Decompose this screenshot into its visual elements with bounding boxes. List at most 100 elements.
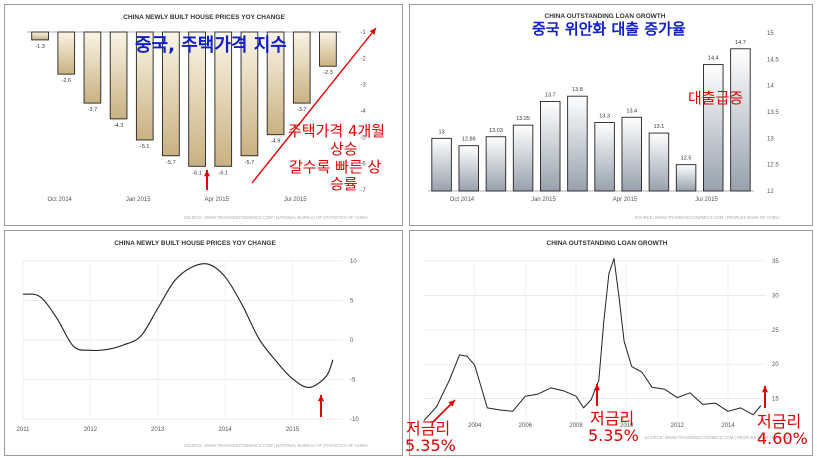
loan-growth-bar-panel: CHINA OUTSTANDING LOAN GROWTH 15 14.5 14 13.… [409, 4, 813, 226]
y-tick-label: -2 [360, 56, 366, 62]
y-tick-label: -5 [350, 378, 356, 384]
bar [431, 137, 452, 192]
bar-data-label: 13.1 [654, 124, 665, 130]
bar-data-label: 13.7 [545, 92, 556, 98]
loan-growth-bar-chart: CHINA OUTSTANDING LOAN GROWTH 15 14.5 14 13.… [428, 13, 781, 220]
y-tick-label: 30 [772, 293, 779, 299]
bar-data-label: -5.7 [166, 160, 175, 166]
y-tick-label: -3 [360, 83, 366, 89]
y-tick-label: 13.5 [767, 110, 779, 116]
house-prices-bar-panel: CHINA NEWLY BUILT HOUSE PRICES YOY CHANG… [4, 4, 403, 226]
bar [240, 31, 259, 157]
x-tick-label: 2015 [286, 427, 300, 433]
x-tick-label: 2012 [84, 427, 98, 433]
bar [292, 31, 311, 104]
x-tick-label: Oct 2014 [48, 197, 73, 203]
source-label: SOURCE: WWW.TRADINGECONOMICS.COM | NATIO… [184, 215, 368, 220]
low-rate-annotation-2-line-1: 저금리 [590, 409, 635, 428]
y-tick-label: -1 [360, 30, 366, 36]
bar-data-label: -6.1 [192, 170, 201, 176]
bar [512, 124, 534, 192]
bar-data-label: -5.1 [140, 144, 149, 150]
x-tick-label: 2014 [218, 427, 232, 433]
loan-growth-line-panel: CHINA OUTSTANDING LOAN GROWTH 35 30 25 20 15 2… [409, 230, 813, 456]
chart-title: CHINA NEWLY BUILT HOUSE PRICES YOY CHANG… [123, 14, 285, 21]
y-tick-label: 12 [767, 189, 774, 195]
bar [594, 122, 615, 192]
bar [31, 31, 49, 41]
bar [485, 136, 507, 192]
low-rate-annotation-2-line-2: 5.35% [588, 426, 639, 445]
y-tick-label: 13 [767, 136, 774, 142]
y-tick-label: 10 [350, 259, 357, 265]
chart-title: CHINA OUTSTANDING LOAN GROWTH [545, 13, 666, 20]
bar-data-label: 13.8 [572, 87, 583, 93]
x-tick-label: 2004 [468, 423, 482, 429]
low-point-arrow-head [317, 395, 325, 402]
y-tick-label: 20 [772, 362, 779, 368]
y-tick-label: 12.5 [767, 163, 779, 169]
bar-data-label: -3.7 [297, 107, 306, 113]
y-tick-label: 14.5 [767, 57, 779, 63]
bar [266, 31, 285, 136]
loan-growth-line-chart: CHINA OUTSTANDING LOAN GROWTH 35 30 25 20 15 2… [423, 240, 790, 440]
y-tick-label: -4 [360, 109, 366, 115]
loan-growth-annotation: 중국 위안화 대출 증가율 [532, 20, 686, 38]
y-tick-label: 5 [350, 299, 354, 305]
bar-data-label: 13.3 [599, 114, 610, 120]
bar [83, 31, 102, 104]
bar-data-label: 13.25 [516, 116, 530, 122]
bar-data-label: 13 [439, 129, 445, 135]
x-tick-label: Jan 2015 [126, 197, 151, 203]
bar [458, 145, 479, 192]
bar [57, 31, 76, 75]
bar [540, 101, 561, 192]
x-tick-label: Jul 2015 [284, 197, 307, 203]
house-prices-bar-chart: CHINA NEWLY BUILT HOUSE PRICES YOY CHANG… [27, 14, 377, 220]
bar [214, 31, 233, 167]
low-rate-arrow-3-head [761, 386, 769, 393]
bar-data-label: 14.4 [708, 56, 719, 62]
bar [730, 48, 751, 192]
bar-data-label: -1.3 [35, 44, 44, 50]
y-tick-label: 25 [772, 328, 779, 334]
y-tick-label: 15 [772, 397, 779, 403]
low-rate-arrow-1-head [448, 400, 455, 407]
x-tick-label: 2014 [721, 423, 735, 429]
low-rate-annotation-1-line-1: 저금리 [406, 419, 451, 438]
x-tick-label: 2006 [519, 423, 533, 429]
bar-data-label: 13.03 [489, 128, 503, 134]
y-tick-label: -7 [360, 188, 366, 194]
trend-arrow-head [369, 28, 376, 35]
low-rate-annotation-1-line-2: 5.35% [405, 436, 456, 455]
bar-data-label: -2.6 [62, 78, 71, 84]
source-label: SOURCE: WWW.TRADINGECONOMICS.COM | PEOPL… [635, 215, 781, 220]
bar [188, 31, 206, 167]
x-tick-label: Apr 2015 [205, 197, 230, 203]
x-tick-label: Apr 2015 [613, 197, 638, 203]
y-tick-label: -6 [360, 162, 366, 168]
bar-data-label: -4.3 [114, 123, 123, 129]
house-price-index-annotation: 중국, 주택가격 지수 [135, 35, 287, 56]
low-rate-arrow-2-head [593, 384, 601, 391]
house-price-note-line-1: 주택가격 4개월 [288, 122, 386, 140]
source-label: SOURCE: WWW.TRADINGECONOMICS.COM | NATIO… [184, 443, 368, 448]
bar-data-label: 13.4 [626, 108, 637, 114]
x-tick-label: 2008 [569, 423, 583, 429]
bar [703, 64, 724, 192]
y-tick-label: 15 [767, 31, 774, 37]
house-price-note-line-4: 승률 [330, 175, 358, 193]
low-rate-annotation-3-line-2: 4.60% [757, 429, 808, 448]
trend-arrow [251, 27, 377, 184]
bar-data-label: 14.7 [735, 40, 746, 46]
bar-data-label: -2.3 [323, 70, 332, 76]
bottom-arrow-head [203, 170, 211, 177]
x-tick-label: Jul 2015 [695, 197, 718, 203]
house-prices-line-chart: CHINA NEWLY BUILT HOUSE PRICES YOY CHANG… [17, 240, 369, 448]
house-price-note-line-2: 상승 [330, 140, 358, 158]
bar [135, 31, 154, 141]
bar-data-label: -4.9 [271, 139, 280, 145]
bar-data-label: 12.5 [681, 156, 692, 162]
house-price-note-line-3: 갈수록 빠른 상 [289, 158, 382, 176]
bar [621, 116, 642, 192]
